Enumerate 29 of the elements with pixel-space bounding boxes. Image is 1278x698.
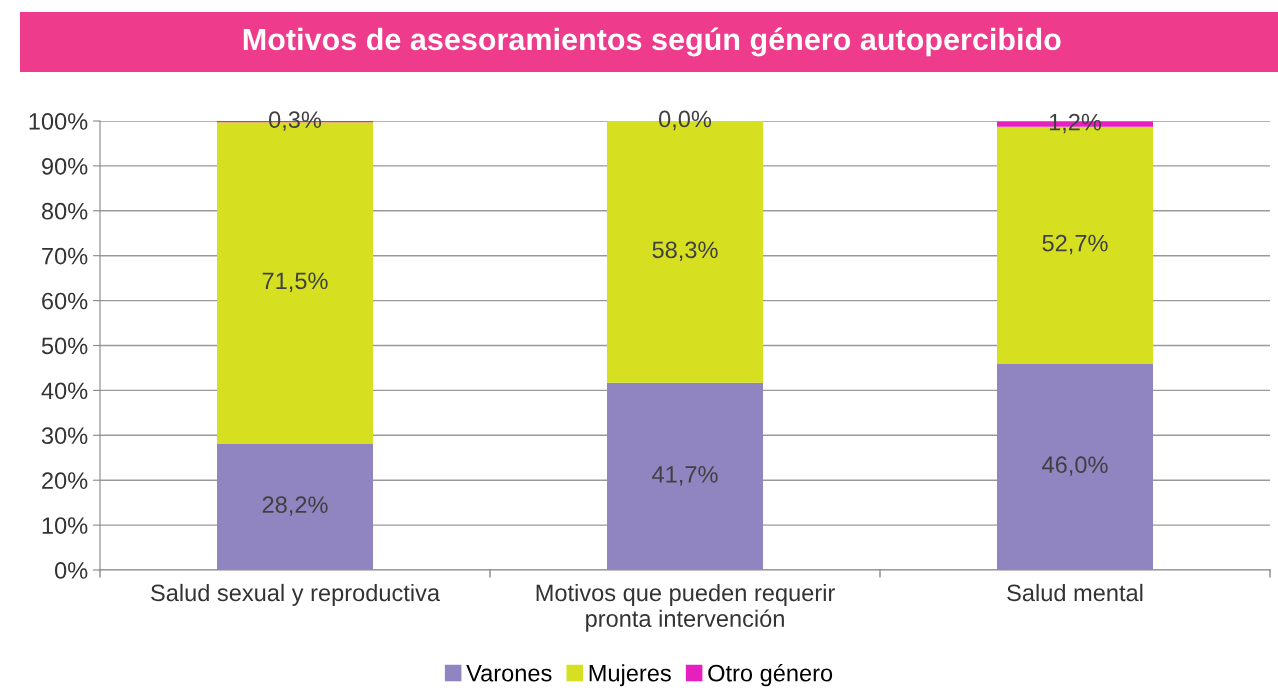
y-tick-label: 0%	[54, 562, 88, 579]
y-tick-label: 30%	[41, 427, 88, 445]
x-tick-label: Salud sexual y reproductiva	[151, 583, 441, 606]
bar	[997, 363, 1153, 570]
y-tick-label: 40%	[41, 382, 88, 400]
legend-label: Otro género	[708, 663, 833, 687]
x-tick-label: Motivos que pueden requerir pronta intervención	[536, 583, 835, 632]
y-tick-label: 90%	[42, 157, 88, 175]
y-tick-label: 80%	[41, 202, 88, 220]
data-label: 0,0%	[659, 110, 712, 131]
legend-label: Varones	[466, 665, 552, 682]
data-label: 0,3%	[269, 111, 322, 131]
bar	[217, 443, 373, 570]
y-tick-label: 100%	[29, 113, 88, 130]
data-label: 46,0%	[1042, 456, 1108, 476]
y-tick-label: 20%	[42, 472, 88, 489]
data-label: 52,7%	[1042, 234, 1108, 255]
data-label: 28,2%	[262, 496, 328, 516]
data-label: 58,3%	[652, 241, 718, 262]
chart-title: Motivos de asesoramientos según género autopercibido	[243, 27, 1061, 57]
y-tick-label: 50%	[41, 337, 88, 355]
x-tick-label: Salud mental	[1007, 583, 1143, 602]
y-tick-label: 60%	[42, 292, 88, 310]
y-tick-label: 10%	[42, 517, 88, 534]
data-label: 41,7%	[652, 466, 718, 486]
legend-label: Mujeres	[589, 664, 671, 687]
bar	[607, 382, 763, 570]
y-tick-label: 70%	[42, 247, 88, 265]
data-label: 71,5%	[262, 272, 328, 292]
